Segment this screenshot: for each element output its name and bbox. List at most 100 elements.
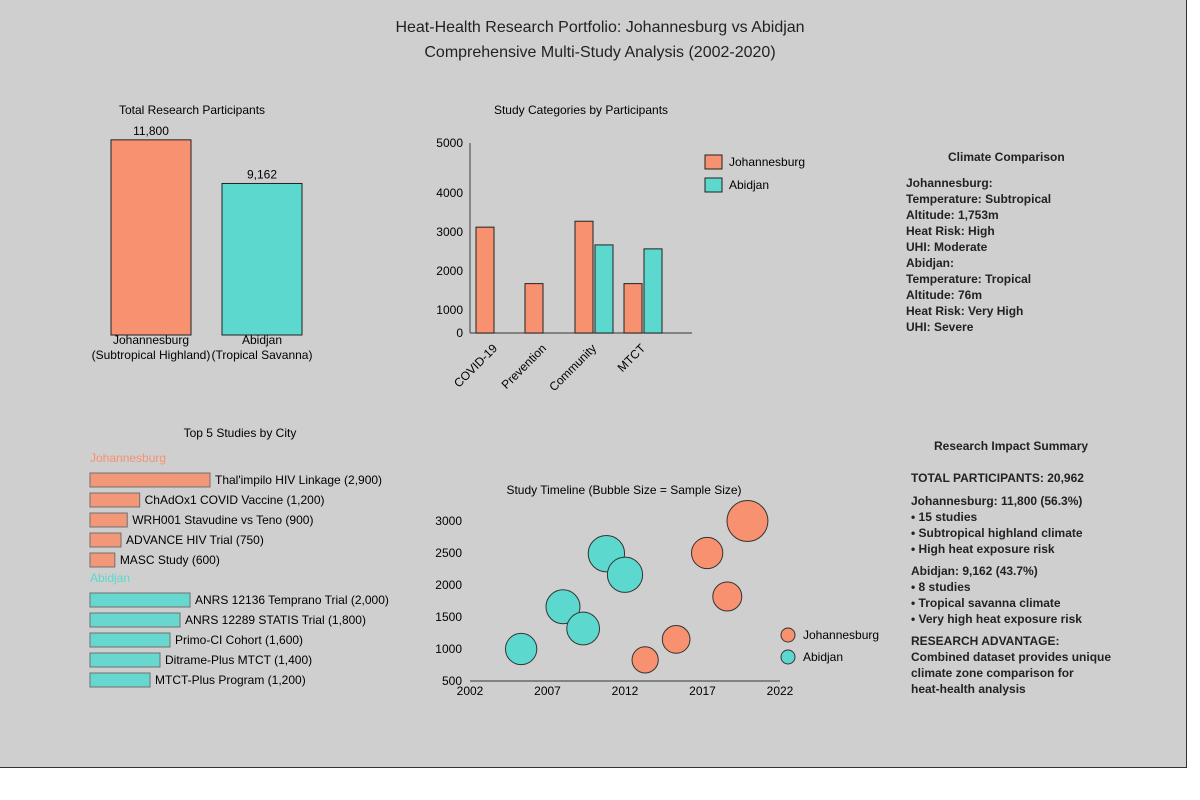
study-bar bbox=[89, 612, 181, 628]
chart-title: Study Categories by Participants bbox=[494, 103, 668, 117]
impact-line: heat-health analysis bbox=[911, 682, 1026, 696]
y-tick-label: 500 bbox=[442, 674, 462, 688]
y-tick-label: 2500 bbox=[435, 546, 462, 560]
total-participants-chart: Total Research Participants 11,800 Johanne… bbox=[92, 103, 313, 362]
bar bbox=[524, 283, 544, 334]
climate-line: Altitude: 76m bbox=[906, 288, 983, 302]
category-label: Prevention bbox=[499, 341, 549, 391]
category-label: COVID-19 bbox=[451, 341, 500, 390]
study-label: WRH001 Stavudine vs Teno (900) bbox=[132, 513, 313, 527]
bar bbox=[594, 244, 614, 334]
bubble bbox=[661, 625, 691, 654]
x-tick-label: 2002 bbox=[457, 684, 484, 698]
impact-line: • Subtropical highland climate bbox=[911, 526, 1083, 540]
bar bbox=[110, 139, 192, 336]
impact-line: RESEARCH ADVANTAGE: bbox=[911, 634, 1060, 648]
y-tick-label: 3000 bbox=[436, 225, 463, 239]
climate-line: Altitude: 1,753m bbox=[906, 208, 999, 222]
impact-line: • Very high heat exposure risk bbox=[911, 612, 1082, 626]
climate-line: UHI: Severe bbox=[906, 320, 974, 334]
study-label: ADVANCE HIV Trial (750) bbox=[126, 533, 264, 547]
y-tick-label: 3000 bbox=[435, 514, 462, 528]
impact-johannesburg: Johannesburg: 11,800 (56.3%) • 15 studies… bbox=[911, 493, 1083, 557]
study-categories-chart: Study Categories by Participants 0 1000 200… bbox=[436, 103, 805, 394]
y-tick-label: 1000 bbox=[436, 303, 463, 317]
impact-title: Research Impact Summary bbox=[934, 439, 1089, 453]
page-title: Heat-Health Research Portfolio: Johannes… bbox=[395, 19, 805, 36]
impact-advantage: RESEARCH ADVANTAGE: Combined dataset prov… bbox=[911, 633, 1111, 697]
climate-line: Abidjan: bbox=[906, 256, 954, 270]
category-label: MTCT bbox=[615, 341, 649, 375]
climate-line: Heat Risk: High bbox=[906, 224, 995, 238]
y-tick-label: 4000 bbox=[436, 186, 463, 200]
study-bar bbox=[89, 532, 122, 548]
impact-abidjan: Abidjan: 9,162 (43.7%) • 8 studies • Tropi… bbox=[911, 563, 1082, 627]
climate-title: Climate Comparison bbox=[948, 150, 1065, 164]
bubble bbox=[545, 589, 581, 625]
study-label: ANRS 12289 STATIS Trial (1,800) bbox=[185, 613, 366, 627]
bar bbox=[643, 248, 663, 334]
study-label: ChAdOx1 COVID Vaccine (1,200) bbox=[145, 493, 325, 507]
bar bbox=[574, 220, 594, 334]
category-label: (Tropical Savanna) bbox=[212, 348, 313, 362]
bubble bbox=[504, 632, 538, 666]
bubble bbox=[726, 500, 769, 542]
legend-label: Abidjan bbox=[803, 650, 843, 664]
study-label: MASC Study (600) bbox=[120, 553, 220, 567]
group-label: Abidjan bbox=[90, 571, 130, 585]
study-bar bbox=[89, 552, 116, 568]
study-label: Thal'impilo HIV Linkage (2,900) bbox=[215, 473, 382, 487]
bubble bbox=[631, 646, 659, 674]
study-bar bbox=[89, 592, 191, 608]
impact-line: Abidjan: 9,162 (43.7%) bbox=[911, 564, 1038, 578]
study-label: ANRS 12136 Temprano Trial (2,000) bbox=[195, 593, 389, 607]
climate-list: Johannesburg: Temperature: Subtropical Alt… bbox=[906, 175, 1051, 335]
y-tick-label: 1000 bbox=[435, 642, 462, 656]
x-tick-label: 2022 bbox=[767, 684, 794, 698]
y-tick-label: 0 bbox=[456, 326, 463, 340]
impact-line: • 15 studies bbox=[911, 510, 978, 524]
study-label: Ditrame-Plus MTCT (1,400) bbox=[165, 653, 312, 667]
chart-title: Total Research Participants bbox=[119, 103, 265, 117]
top-studies-chart: Top 5 Studies by City Johannesburg Thal'im… bbox=[89, 426, 389, 688]
legend-label: Johannesburg bbox=[803, 628, 879, 642]
impact-line: • Tropical savanna climate bbox=[911, 596, 1061, 610]
legend-marker bbox=[780, 649, 796, 665]
study-bar bbox=[89, 472, 211, 488]
legend-label: Johannesburg bbox=[729, 155, 805, 169]
chart-title: Study Timeline (Bubble Size = Sample Siz… bbox=[506, 483, 741, 497]
study-bar bbox=[89, 652, 161, 668]
y-tick-label: 5000 bbox=[436, 136, 463, 150]
y-tick-label: 2000 bbox=[436, 264, 463, 278]
legend-swatch bbox=[704, 154, 723, 170]
data-label: 11,800 bbox=[133, 124, 169, 138]
legend-label: Abidjan bbox=[729, 178, 769, 192]
legend-swatch bbox=[704, 177, 723, 193]
bubble bbox=[712, 581, 743, 612]
x-tick-label: 2012 bbox=[612, 684, 639, 698]
climate-line: Temperature: Tropical bbox=[906, 272, 1032, 286]
study-label: MTCT-Plus Program (1,200) bbox=[155, 673, 306, 687]
data-label: 9,162 bbox=[247, 167, 277, 181]
impact-line: climate zone comparison for bbox=[911, 666, 1074, 680]
climate-line: UHI: Moderate bbox=[906, 240, 988, 254]
chart-title: Top 5 Studies by City bbox=[184, 426, 297, 440]
climate-line: Temperature: Subtropical bbox=[906, 192, 1052, 206]
impact-total: TOTAL PARTICIPANTS: 20,962 bbox=[911, 471, 1084, 485]
study-label: Primo-CI Cohort (1,600) bbox=[175, 633, 303, 647]
x-tick-label: 2007 bbox=[534, 684, 561, 698]
impact-line: • 8 studies bbox=[911, 580, 971, 594]
category-label: Johannesburg bbox=[113, 333, 189, 347]
impact-line: • High heat exposure risk bbox=[911, 542, 1055, 556]
climate-line: Heat Risk: Very High bbox=[906, 304, 1024, 318]
study-timeline-chart: Study Timeline (Bubble Size = Sample Siz… bbox=[435, 483, 879, 698]
page-subtitle: Comprehensive Multi-Study Analysis (2002… bbox=[424, 44, 776, 61]
bubble bbox=[690, 536, 724, 570]
bar bbox=[221, 182, 303, 336]
climate-line: Johannesburg: bbox=[906, 176, 993, 190]
impact-line: Johannesburg: 11,800 (56.3%) bbox=[911, 494, 1083, 508]
category-label: Abidjan bbox=[242, 333, 282, 347]
bubble bbox=[566, 611, 601, 646]
y-tick-label: 2000 bbox=[435, 578, 462, 592]
category-label: (Subtropical Highland) bbox=[92, 348, 211, 362]
